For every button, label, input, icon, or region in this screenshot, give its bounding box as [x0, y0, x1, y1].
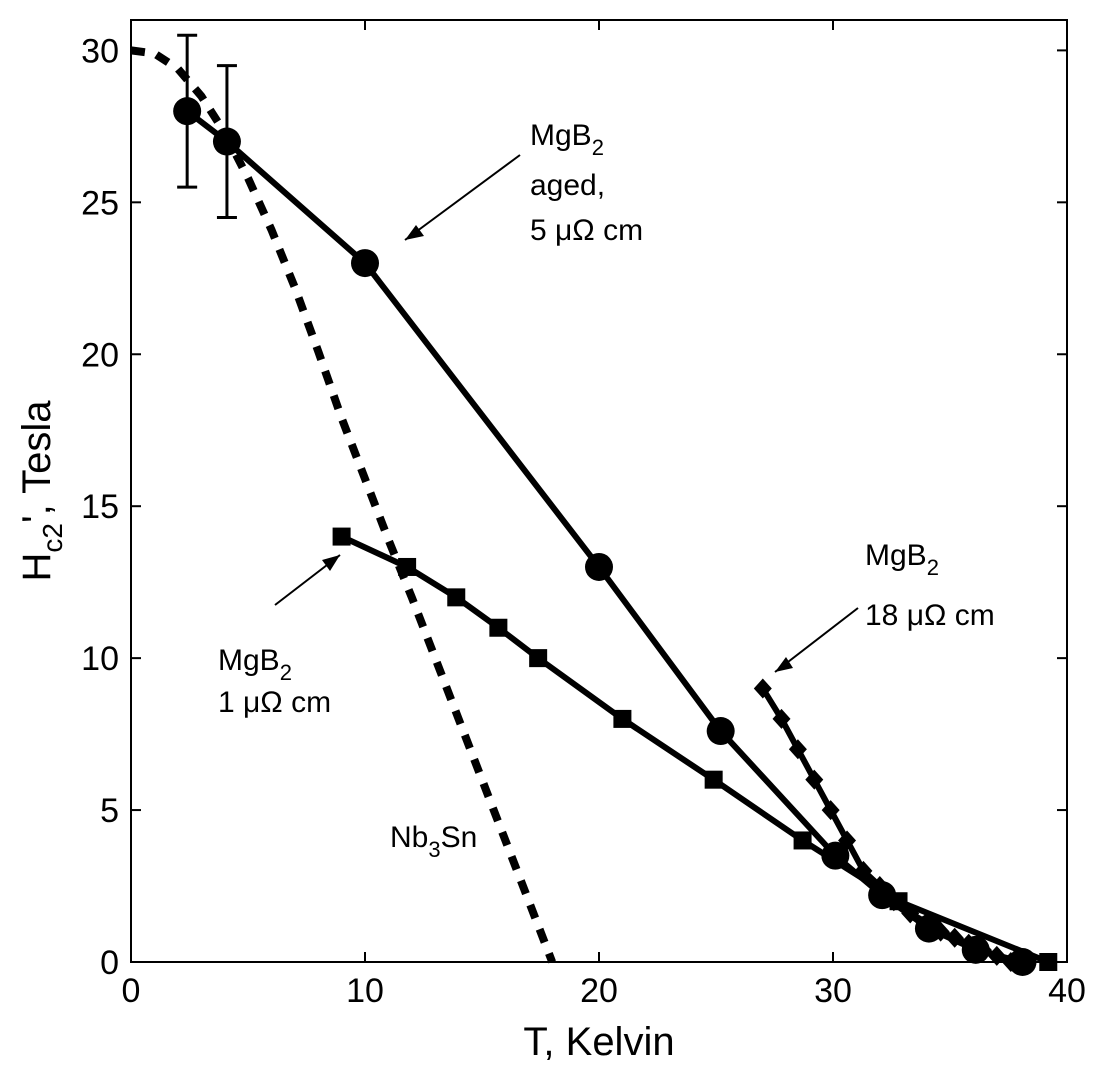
annotations: MgB2 aged, 5 μΩ cm MgB2 1 μΩ cm MgB2 18 … — [218, 119, 995, 862]
annot-18-resistivity: 18 μΩ cm — [865, 599, 995, 632]
point-18uohm — [973, 939, 992, 960]
point-18uohm — [821, 800, 840, 821]
point-1uohm — [489, 618, 508, 637]
point-18uohm — [987, 945, 1006, 966]
annot-aged-mgb: MgB2 — [530, 119, 604, 160]
x-tick-label: 30 — [814, 972, 852, 1010]
point-18uohm — [931, 921, 950, 942]
point-1uohm — [1039, 953, 1058, 971]
y-axis-title: Hc2', Tesla — [15, 400, 68, 582]
plot-frame — [130, 19, 1068, 963]
point-18uohm — [945, 927, 964, 948]
point-18uohm — [772, 708, 791, 729]
point-aged — [173, 97, 202, 126]
point-18uohm — [753, 678, 772, 699]
point-1uohm — [704, 770, 723, 789]
point-18uohm — [854, 860, 873, 881]
point-18uohm — [805, 769, 824, 790]
annot-18-arrow — [774, 607, 859, 673]
point-1uohm — [447, 588, 466, 607]
y-tick-label: 10 — [81, 640, 119, 678]
x-tick-label: 20 — [580, 972, 618, 1010]
annot-18-mgb: MgB2 — [865, 539, 939, 580]
point-1uohm — [332, 527, 351, 546]
annot-aged-label: aged, — [530, 169, 605, 202]
point-18uohm — [870, 876, 889, 897]
point-1uohm — [613, 709, 632, 728]
y-tick-label: 0 — [100, 944, 119, 982]
series-layer — [130, 33, 1058, 976]
x-tick-label: 10 — [346, 972, 384, 1010]
annot-1-mgb: MgB2 — [218, 644, 292, 685]
y-tick-label: 25 — [81, 184, 119, 222]
y-tick-label: 15 — [81, 488, 119, 526]
annot-18-arrowhead — [775, 657, 793, 672]
annot-1-resistivity: 1 μΩ cm — [218, 686, 331, 719]
annot-aged-resistivity: 5 μΩ cm — [530, 214, 643, 247]
series-line-1uohm — [340, 533, 1050, 965]
series-line-18uohm — [760, 686, 1013, 965]
point-1uohm — [529, 649, 548, 668]
y-tick-label: 20 — [81, 336, 119, 374]
y-tick-label: 30 — [81, 32, 119, 70]
x-tick-label: 40 — [1048, 972, 1086, 1010]
annot-1-arrowhead — [322, 555, 340, 571]
svg-text:Hc2', Tesla: Hc2', Tesla — [15, 400, 68, 582]
x-axis-title: T, Kelvin — [523, 1020, 674, 1064]
point-1uohm — [793, 831, 812, 850]
axis-ticks: 0 10 20 30 40 0 5 10 15 20 25 30 — [81, 20, 1086, 1010]
point-18uohm — [788, 739, 807, 760]
annot-nb3sn: Nb3Sn — [390, 821, 477, 862]
point-18uohm — [1001, 952, 1020, 972]
x-tick-label: 0 — [122, 972, 141, 1010]
annot-aged-arrow — [404, 154, 521, 241]
point-18uohm — [917, 912, 936, 933]
point-18uohm — [901, 903, 920, 924]
point-aged — [706, 717, 735, 746]
point-aged — [351, 249, 379, 278]
series-line-nb3sn — [130, 46, 556, 964]
point-aged — [585, 552, 613, 581]
y-tick-label: 5 — [100, 792, 119, 830]
annot-aged-arrowhead — [405, 225, 424, 240]
point-18uohm — [959, 933, 978, 954]
point-18uohm — [838, 830, 857, 851]
point-18uohm — [884, 891, 903, 912]
